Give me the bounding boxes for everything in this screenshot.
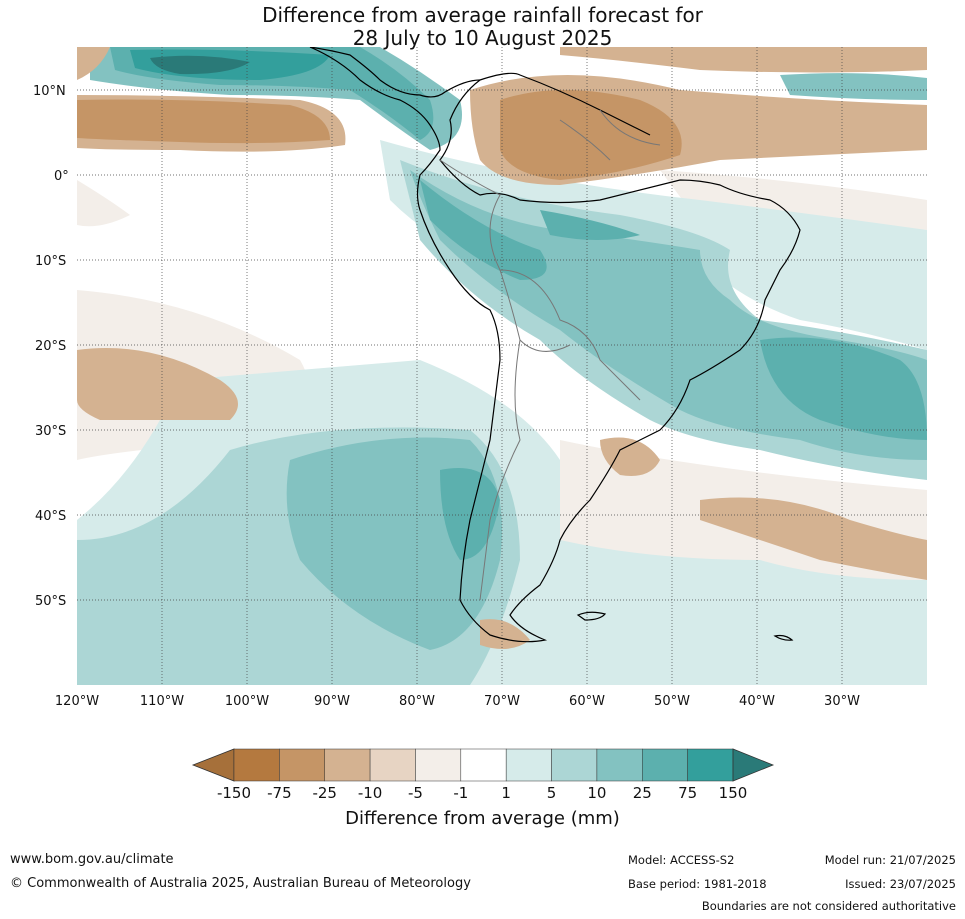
south-america-coastline — [309, 47, 801, 643]
colorbar-tick-label: 150 — [719, 784, 748, 802]
colorbar-extend-high — [732, 748, 775, 782]
lat-label: 30°S — [35, 424, 66, 439]
colorbar-segment — [642, 748, 688, 782]
lon-label: 50°W — [654, 694, 690, 709]
lon-label: 40°W — [739, 694, 775, 709]
colorbar: -150 -75 -25 -10 -5 -1 1 5 10 25 75 150 — [191, 748, 775, 802]
colorbar-segment — [505, 748, 552, 782]
strongest-wet-region — [150, 55, 250, 75]
colorbar-segment — [415, 748, 462, 782]
colorbar-tick-label: 1 — [501, 784, 511, 802]
colorbar-segment — [233, 748, 280, 782]
colorbar-tick-label: 75 — [678, 784, 697, 802]
copyright-text: © Commonwealth of Australia 2025, Austra… — [10, 876, 471, 891]
strong-wet-region — [760, 337, 927, 440]
light-wet-region — [560, 540, 927, 685]
lon-label: 80°W — [399, 694, 435, 709]
pale-dry-region — [77, 180, 130, 227]
strong-wet-region — [440, 468, 500, 560]
country-borders — [439, 109, 661, 601]
dry-region — [600, 437, 660, 476]
colorbar-tick-label: -5 — [408, 784, 423, 802]
colorbar-segment — [551, 748, 598, 782]
south-georgia — [773, 634, 794, 641]
colorbar-tick-label: -1 — [453, 784, 468, 802]
central-america-coastline — [309, 47, 481, 98]
dry-region — [77, 47, 110, 80]
lon-label: 110°W — [140, 694, 184, 709]
lon-label: 120°W — [55, 694, 99, 709]
lat-label: 40°S — [35, 509, 66, 524]
lat-label: 50°S — [35, 594, 66, 609]
colorbar-segment — [324, 748, 371, 782]
map-title: Difference from average rainfall forecas… — [0, 4, 965, 50]
colorbar-tick-label: -75 — [267, 784, 292, 802]
colorbar-tick-label: -25 — [312, 784, 337, 802]
map-plot-area — [77, 47, 927, 685]
wet-region — [780, 73, 927, 100]
colorbar-tick-label: -10 — [358, 784, 383, 802]
strong-dry-region — [500, 90, 682, 180]
disclaimer-text: Boundaries are not considered authoritat… — [701, 899, 956, 913]
graticule — [77, 47, 927, 685]
strong-wet-region — [540, 210, 640, 240]
lon-label: 70°W — [484, 694, 520, 709]
lon-label: 90°W — [314, 694, 350, 709]
model-text: Model: ACCESS-S2 — [628, 853, 735, 867]
colorbar-tick-label: 5 — [547, 784, 557, 802]
lon-label: 100°W — [225, 694, 269, 709]
strong-dry-region — [77, 99, 330, 144]
colorbar-segment — [596, 748, 643, 782]
lon-label: 60°W — [569, 694, 605, 709]
base-period-text: Base period: 1981-2018 — [628, 877, 767, 891]
lat-label: 10°S — [35, 254, 66, 269]
lat-label: 0° — [54, 169, 69, 184]
title-line-1: Difference from average rainfall forecas… — [262, 3, 703, 27]
lat-label: 20°S — [35, 339, 66, 354]
lon-label: 30°W — [824, 694, 860, 709]
colorbar-extend-low — [191, 748, 235, 782]
website-link[interactable]: www.bom.gov.au/climate — [10, 852, 174, 867]
colorbar-segment — [460, 748, 507, 782]
colorbar-segment — [279, 748, 325, 782]
colorbar-tick-label: 25 — [633, 784, 652, 802]
model-run-text: Model run: 21/07/2025 — [824, 853, 956, 867]
falkland-islands — [576, 611, 607, 621]
dry-region — [560, 47, 927, 73]
title-line-2: 28 July to 10 August 2025 — [352, 26, 613, 50]
issued-text: Issued: 23/07/2025 — [845, 877, 956, 891]
colorbar-segment — [369, 748, 416, 782]
strong-wet-region — [420, 180, 547, 280]
colorbar-segment — [687, 748, 734, 782]
colorbar-tick-label: 10 — [587, 784, 606, 802]
colorbar-tick-label: -150 — [217, 784, 251, 802]
lat-label: 10°N — [33, 84, 66, 99]
colorbar-label: Difference from average (mm) — [345, 808, 620, 829]
dry-region — [77, 348, 238, 420]
pale-dry-region — [660, 170, 927, 230]
